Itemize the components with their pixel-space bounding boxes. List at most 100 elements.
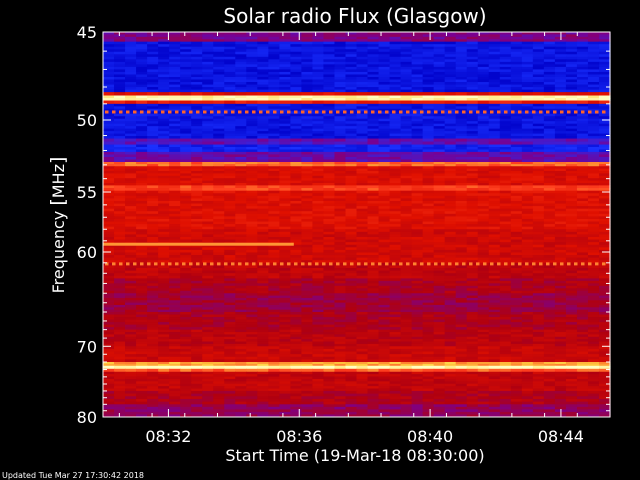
heatmap-cell xyxy=(477,39,490,43)
heatmap-cell xyxy=(158,229,170,233)
heatmap-cell xyxy=(356,285,369,289)
heatmap-cell xyxy=(411,218,424,222)
heatmap-cell xyxy=(422,138,435,142)
heatmap-cell xyxy=(532,206,545,210)
heatmap-cell xyxy=(378,51,391,55)
heatmap-cell xyxy=(378,295,391,299)
heatmap-cell xyxy=(235,51,247,55)
heatmap-cell xyxy=(147,285,159,289)
heatmap-cell xyxy=(532,302,545,306)
heatmap-cell xyxy=(367,224,380,228)
heatmap-cell xyxy=(125,138,137,142)
heatmap-cell xyxy=(235,173,247,177)
heatmap-cell xyxy=(334,126,347,130)
heatmap-cell xyxy=(510,273,523,277)
heatmap-cell xyxy=(301,113,314,117)
heatmap-cell xyxy=(433,103,446,107)
heatmap-cell xyxy=(345,275,358,279)
heatmap-cell xyxy=(257,295,269,299)
heatmap-cell xyxy=(103,270,115,274)
heatmap-cell xyxy=(521,39,534,43)
heatmap-cell xyxy=(136,41,148,45)
heatmap-cell xyxy=(323,106,336,110)
heatmap-cell xyxy=(191,54,203,58)
heatmap-cell xyxy=(488,61,501,65)
heatmap-cell xyxy=(180,234,192,238)
heatmap-cell xyxy=(257,32,269,35)
heatmap-cell xyxy=(532,300,545,304)
heatmap-cell xyxy=(543,164,556,167)
heatmap-cell xyxy=(257,64,269,68)
heatmap-cell xyxy=(323,247,336,251)
heatmap-cell xyxy=(543,51,556,55)
heatmap-cell xyxy=(543,111,556,115)
heatmap-cell xyxy=(422,44,435,48)
heatmap-cell xyxy=(301,203,314,207)
heatmap-cell xyxy=(433,95,446,99)
heatmap-cell xyxy=(224,188,236,192)
heatmap-cell xyxy=(323,257,336,261)
heatmap-cell xyxy=(147,295,159,299)
heatmap-cell xyxy=(147,123,159,127)
heatmap-cell xyxy=(422,108,435,112)
heatmap-cell xyxy=(257,76,269,80)
heatmap-cell xyxy=(301,234,314,238)
heatmap-cell xyxy=(565,156,578,160)
heatmap-cell xyxy=(422,224,435,228)
heatmap-cell xyxy=(125,98,137,101)
heatmap-cell xyxy=(257,56,269,60)
heatmap-cell xyxy=(488,151,501,155)
heatmap-cell xyxy=(224,126,236,130)
heatmap-cell xyxy=(202,247,214,251)
heatmap-cell xyxy=(301,166,314,170)
heatmap-cell xyxy=(367,278,380,282)
heatmap-band xyxy=(103,103,611,139)
heatmap-cell xyxy=(334,151,347,155)
heatmap-cell xyxy=(433,247,446,251)
heatmap-cell xyxy=(554,185,567,189)
heatmap-cell xyxy=(257,121,269,125)
heatmap-cell xyxy=(488,257,501,261)
heatmap-cell xyxy=(554,218,567,222)
heatmap-cell xyxy=(224,66,236,70)
heatmap-cell xyxy=(598,49,611,53)
heatmap-cell xyxy=(521,247,534,251)
heatmap-cell xyxy=(312,180,325,184)
heatmap-cell xyxy=(147,218,159,222)
heatmap-cell xyxy=(400,59,413,63)
heatmap-cell xyxy=(312,218,325,222)
heatmap-cell xyxy=(125,213,137,217)
heatmap-cell xyxy=(279,239,291,243)
heatmap-cell xyxy=(378,147,391,150)
heatmap-cell xyxy=(488,173,501,177)
heatmap-cell xyxy=(367,178,380,181)
heatmap-cell xyxy=(576,113,589,117)
heatmap-cell xyxy=(367,59,380,63)
heatmap-cell xyxy=(444,242,457,246)
heatmap-cell xyxy=(191,154,203,158)
heatmap-cell xyxy=(367,98,380,101)
heatmap-cell xyxy=(356,295,369,299)
heatmap-cell xyxy=(356,216,369,220)
heatmap-cell xyxy=(158,116,170,120)
heatmap-cell xyxy=(290,185,302,189)
heatmap-cell xyxy=(488,141,501,145)
heatmap-cell xyxy=(257,41,269,45)
heatmap-cell xyxy=(301,218,314,222)
heatmap-cell xyxy=(125,111,137,115)
heatmap-cell xyxy=(345,270,358,274)
heatmap-cell xyxy=(455,66,468,70)
heatmap-cell xyxy=(598,260,611,264)
heatmap-cell xyxy=(180,249,192,253)
heatmap-cell xyxy=(400,71,413,75)
heatmap-cell xyxy=(301,128,314,132)
heatmap-cell xyxy=(268,71,280,75)
heatmap-cell xyxy=(576,244,589,248)
heatmap-cell xyxy=(213,69,225,73)
heatmap-cell xyxy=(268,51,280,55)
heatmap-cell xyxy=(499,221,512,225)
heatmap-cell xyxy=(257,159,269,163)
heatmap-cell xyxy=(422,116,435,120)
heatmap-cell xyxy=(477,249,490,253)
heatmap-cell xyxy=(411,302,424,306)
